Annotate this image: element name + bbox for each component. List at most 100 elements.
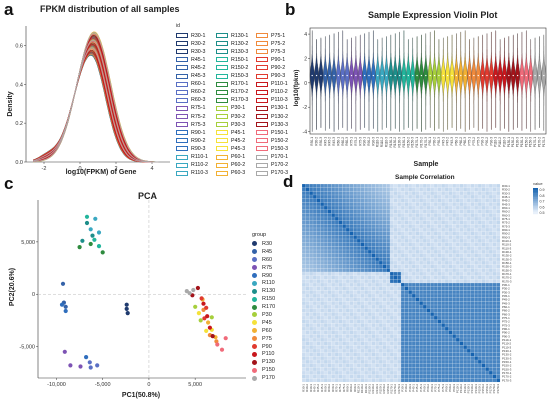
heat-cell bbox=[382, 271, 387, 276]
heat-cell bbox=[419, 191, 424, 196]
heat-cell bbox=[474, 345, 479, 350]
row-label-d: P60-1 bbox=[502, 305, 510, 309]
heat-cell bbox=[334, 337, 339, 342]
heat-cell bbox=[477, 191, 482, 196]
heat-cell bbox=[397, 304, 402, 309]
heat-cell bbox=[477, 198, 482, 203]
median-dot bbox=[530, 74, 532, 77]
heat-cell bbox=[452, 253, 457, 258]
heat-cell bbox=[488, 235, 493, 240]
heat-cell bbox=[466, 202, 471, 207]
heat-cell bbox=[334, 264, 339, 269]
heat-cell bbox=[408, 231, 413, 236]
legend-item-R150: R150 bbox=[252, 295, 302, 303]
heat-cell bbox=[353, 363, 358, 368]
heat-cell bbox=[422, 374, 427, 379]
heat-cell bbox=[393, 330, 398, 335]
heat-cell bbox=[474, 359, 479, 364]
legend-swatch bbox=[176, 81, 188, 87]
heat-cell bbox=[470, 334, 475, 339]
heat-cell bbox=[492, 224, 497, 229]
density-curve-R45-3 bbox=[33, 44, 159, 163]
heat-cell bbox=[404, 271, 409, 276]
heat-cell bbox=[455, 275, 460, 280]
heat-cell bbox=[375, 275, 380, 280]
heat-cell bbox=[375, 334, 380, 339]
heat-cell bbox=[419, 205, 424, 210]
legend-item-R75-2: R75-2 bbox=[176, 113, 205, 120]
heat-cell bbox=[316, 235, 321, 240]
heat-cell bbox=[488, 286, 493, 291]
heat-cell bbox=[474, 268, 479, 273]
x-tick-label-b: P30-1 bbox=[428, 137, 432, 146]
heat-cell bbox=[382, 282, 387, 287]
heat-cell bbox=[448, 345, 453, 350]
heat-cell bbox=[342, 290, 347, 295]
heat-cell bbox=[393, 220, 398, 225]
heat-cell bbox=[488, 271, 493, 276]
heat-cell bbox=[378, 205, 383, 210]
heat-cell bbox=[345, 370, 350, 375]
heat-cell bbox=[345, 183, 350, 188]
heat-cell bbox=[342, 220, 347, 225]
heat-cell bbox=[455, 202, 460, 207]
heat-cell bbox=[327, 260, 332, 265]
heat-cell bbox=[353, 275, 358, 280]
heat-cell bbox=[422, 301, 427, 306]
heat-cell bbox=[496, 253, 501, 258]
heat-cell bbox=[305, 326, 310, 331]
row-label-d: R170-3 bbox=[502, 279, 512, 283]
heat-cell bbox=[360, 301, 365, 306]
heat-cell bbox=[411, 341, 416, 346]
heat-cell bbox=[459, 334, 464, 339]
heat-cell bbox=[316, 260, 321, 265]
heat-cell bbox=[492, 279, 497, 284]
heat-cell bbox=[430, 334, 435, 339]
heat-cell bbox=[455, 279, 460, 284]
heat-cell bbox=[342, 231, 347, 236]
heat-cell bbox=[433, 216, 438, 221]
heat-cell bbox=[492, 220, 497, 225]
heat-cell bbox=[356, 315, 361, 320]
heat-cell bbox=[444, 216, 449, 221]
row-label-d: P170-2 bbox=[502, 375, 512, 379]
legend-swatch bbox=[256, 33, 268, 38]
heat-cell bbox=[422, 209, 427, 214]
legend-item-P30: P30 bbox=[252, 311, 302, 319]
heat-cell bbox=[448, 326, 453, 331]
heat-cell bbox=[488, 282, 493, 287]
panel-letter-c: c bbox=[4, 174, 14, 193]
legend-item-P45-1: P45-1 bbox=[216, 129, 245, 136]
heat-cell bbox=[415, 367, 420, 372]
panel-letter-a: a bbox=[4, 0, 14, 19]
heat-cell bbox=[455, 187, 460, 192]
legend-item-P170: P170 bbox=[252, 374, 302, 382]
heat-cell bbox=[452, 363, 457, 368]
legend-dot bbox=[252, 241, 257, 247]
heat-cell bbox=[364, 198, 369, 203]
heat-cell bbox=[382, 216, 387, 221]
heat-cell bbox=[433, 367, 438, 372]
heat-cell bbox=[305, 279, 310, 284]
heat-cell bbox=[422, 345, 427, 350]
heat-cell bbox=[338, 227, 343, 232]
heat-cell bbox=[312, 246, 317, 251]
heat-cell bbox=[492, 297, 497, 302]
heat-cell bbox=[441, 319, 446, 324]
heat-cell bbox=[477, 224, 482, 229]
heat-cell bbox=[496, 202, 501, 207]
heat-cell bbox=[404, 209, 409, 214]
heat-cell bbox=[452, 183, 457, 188]
heat-cell bbox=[353, 312, 358, 317]
heat-cell bbox=[378, 326, 383, 331]
heat-cell bbox=[349, 224, 354, 229]
heat-cell bbox=[437, 235, 442, 240]
heat-cell bbox=[327, 370, 332, 375]
heat-cell bbox=[397, 363, 402, 368]
col-label-d: R30-2 bbox=[305, 384, 309, 392]
heat-cell bbox=[386, 315, 391, 320]
row-label-d: P130-1 bbox=[502, 349, 512, 353]
heat-cell bbox=[382, 374, 387, 379]
heat-cell bbox=[327, 312, 332, 317]
y-tick-label-c: 5,000 bbox=[21, 240, 35, 246]
